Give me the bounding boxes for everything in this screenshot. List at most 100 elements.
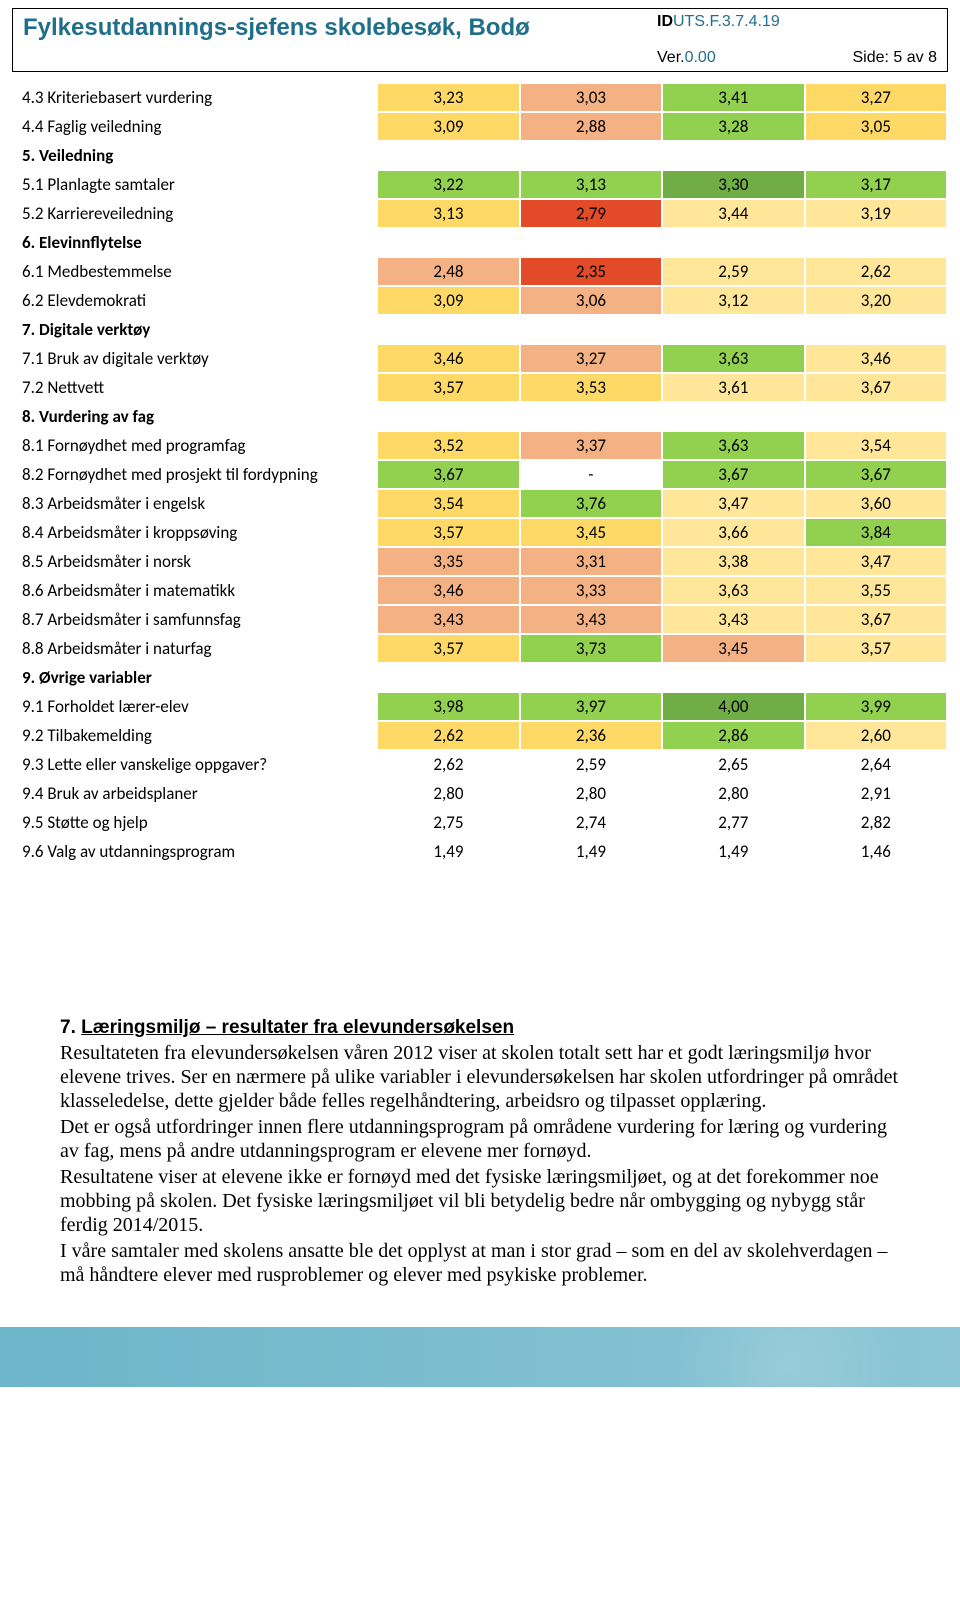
- cell-empty: [377, 402, 519, 431]
- table-row: 8.3 Arbeidsmåter i engelsk3,543,763,473,…: [13, 489, 947, 518]
- cell-value: 3,43: [377, 605, 519, 634]
- table-row: 4.4 Faglig veiledning3,092,883,283,05: [13, 112, 947, 141]
- table-row: 6. Elevinnflytelse: [13, 228, 947, 257]
- cell-value: 3,38: [662, 547, 804, 576]
- row-label: 7.1 Bruk av digitale verktøy: [13, 344, 377, 373]
- table-row: 8.4 Arbeidsmåter i kroppsøving3,573,453,…: [13, 518, 947, 547]
- table-row: 8.8 Arbeidsmåter i naturfag3,573,733,453…: [13, 634, 947, 663]
- row-label: 8. Vurdering av fag: [13, 402, 377, 431]
- cell-value: 2,62: [805, 257, 947, 286]
- cell-value: 2,80: [377, 779, 519, 808]
- row-label: 9. Øvrige variabler: [13, 663, 377, 692]
- table-row: 7.1 Bruk av digitale verktøy3,463,273,63…: [13, 344, 947, 373]
- cell-empty: [662, 315, 804, 344]
- row-label: 7. Digitale verktøy: [13, 315, 377, 344]
- cell-value: 3,55: [805, 576, 947, 605]
- cell-value: 3,27: [520, 344, 662, 373]
- cell-value: 3,73: [520, 634, 662, 663]
- cell-empty: [377, 141, 519, 170]
- cell-value: 2,74: [520, 808, 662, 837]
- table-row: 6.2 Elevdemokrati3,093,063,123,20: [13, 286, 947, 315]
- row-label: 8.1 Fornøydhet med programfag: [13, 431, 377, 460]
- table-row: 5. Veiledning: [13, 141, 947, 170]
- cell-value: 3,98: [377, 692, 519, 721]
- row-label: 9.5 Støtte og hjelp: [13, 808, 377, 837]
- cell-empty: [520, 402, 662, 431]
- cell-value: 2,48: [377, 257, 519, 286]
- cell-value: 3,97: [520, 692, 662, 721]
- document-header: Fylkesutdannings-sjefens skolebesøk, Bod…: [12, 8, 948, 72]
- cell-value: 3,57: [805, 634, 947, 663]
- cell-value: 2,77: [662, 808, 804, 837]
- row-label: 5.2 Karriereveiledning: [13, 199, 377, 228]
- cell-empty: [377, 228, 519, 257]
- cell-empty: [377, 315, 519, 344]
- cell-value: 2,80: [662, 779, 804, 808]
- cell-empty: [662, 141, 804, 170]
- cell-empty: [805, 402, 947, 431]
- cell-empty: [520, 141, 662, 170]
- body-paragraph: I våre samtaler med skolens ansatte ble …: [60, 1239, 900, 1287]
- cell-value: 3,27: [805, 83, 947, 112]
- cell-value: 3,31: [520, 547, 662, 576]
- cell-value: 3,57: [377, 373, 519, 402]
- cell-value: 2,36: [520, 721, 662, 750]
- table-row: 5.1 Planlagte samtaler3,223,133,303,17: [13, 170, 947, 199]
- cell-value: 3,05: [805, 112, 947, 141]
- row-label: 6.1 Medbestemmelse: [13, 257, 377, 286]
- row-label: 8.7 Arbeidsmåter i samfunnsfag: [13, 605, 377, 634]
- row-label: 8.5 Arbeidsmåter i norsk: [13, 547, 377, 576]
- cell-empty: [805, 141, 947, 170]
- cell-value: 3,13: [377, 199, 519, 228]
- cell-value: 2,80: [520, 779, 662, 808]
- row-label: 9.2 Tilbakemelding: [13, 721, 377, 750]
- cell-empty: [377, 663, 519, 692]
- row-label: 9.3 Lette eller vanskelige oppgaver?: [13, 750, 377, 779]
- cell-value: 3,09: [377, 112, 519, 141]
- cell-value: -: [520, 460, 662, 489]
- cell-value: 2,91: [805, 779, 947, 808]
- cell-value: 3,46: [377, 576, 519, 605]
- cell-value: 3,45: [662, 634, 804, 663]
- cell-value: 3,66: [662, 518, 804, 547]
- cell-value: 2,88: [520, 112, 662, 141]
- cell-value: 3,61: [662, 373, 804, 402]
- table-row: 8.2 Fornøydhet med prosjekt til fordypni…: [13, 460, 947, 489]
- cell-value: 1,49: [520, 837, 662, 866]
- row-label: 9.6 Valg av utdanningsprogram: [13, 837, 377, 866]
- cell-value: 2,64: [805, 750, 947, 779]
- cell-value: 3,76: [520, 489, 662, 518]
- cell-value: 2,79: [520, 199, 662, 228]
- cell-value: 3,13: [520, 170, 662, 199]
- table-row: 6.1 Medbestemmelse2,482,352,592,62: [13, 257, 947, 286]
- cell-value: 3,67: [805, 605, 947, 634]
- cell-value: 2,59: [662, 257, 804, 286]
- document-id: IDUTS.F.3.7.4.19: [657, 13, 937, 31]
- cell-value: 3,99: [805, 692, 947, 721]
- cell-value: 3,06: [520, 286, 662, 315]
- cell-empty: [805, 663, 947, 692]
- footer-bar: [0, 1327, 960, 1387]
- cell-value: 3,09: [377, 286, 519, 315]
- cell-value: 4,00: [662, 692, 804, 721]
- section-number: 7.: [60, 1017, 76, 1038]
- table-row: 9.5 Støtte og hjelp2,752,742,772,82: [13, 808, 947, 837]
- table-row: 8.5 Arbeidsmåter i norsk3,353,313,383,47: [13, 547, 947, 576]
- row-label: 4.4 Faglig veiledning: [13, 112, 377, 141]
- cell-value: 3,63: [662, 576, 804, 605]
- cell-value: 3,20: [805, 286, 947, 315]
- row-label: 9.1 Forholdet lærer-elev: [13, 692, 377, 721]
- row-label: 6.2 Elevdemokrati: [13, 286, 377, 315]
- table-row: 5.2 Karriereveiledning3,132,793,443,19: [13, 199, 947, 228]
- row-label: 4.3 Kriteriebasert vurdering: [13, 83, 377, 112]
- cell-value: 3,03: [520, 83, 662, 112]
- cell-value: 3,54: [805, 431, 947, 460]
- row-label: 6. Elevinnflytelse: [13, 228, 377, 257]
- row-label: 8.8 Arbeidsmåter i naturfag: [13, 634, 377, 663]
- cell-empty: [520, 315, 662, 344]
- table-row: 8.6 Arbeidsmåter i matematikk3,463,333,6…: [13, 576, 947, 605]
- row-label: 5. Veiledning: [13, 141, 377, 170]
- cell-value: 3,37: [520, 431, 662, 460]
- body-paragraph: Resultatene viser at elevene ikke er for…: [60, 1165, 900, 1237]
- table-row: 7. Digitale verktøy: [13, 315, 947, 344]
